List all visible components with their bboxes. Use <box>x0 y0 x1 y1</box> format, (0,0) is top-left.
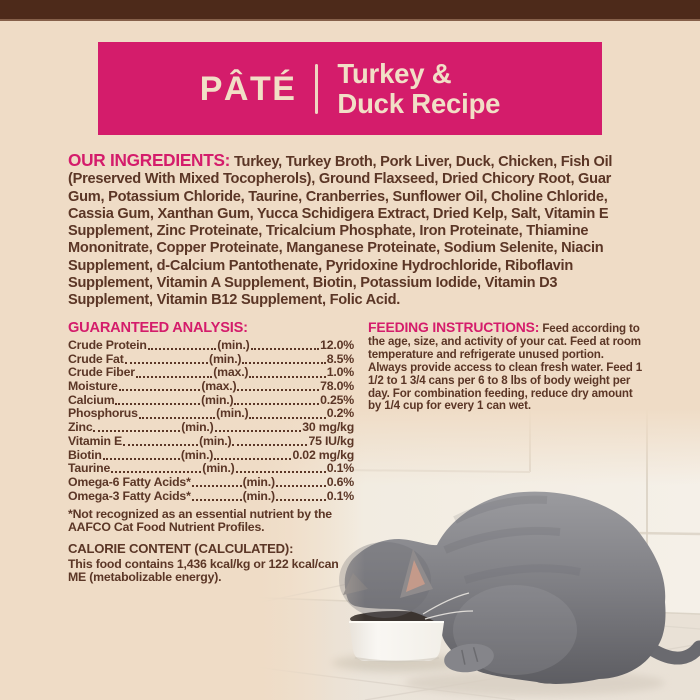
nutrient-name: Moisture <box>68 379 118 394</box>
analysis-row: Vitamin E (min.) 75 IU/kg <box>68 433 355 449</box>
nutrient-value: 8.5% <box>326 351 355 366</box>
dot-leader <box>111 471 202 474</box>
nutrient-name: Vitamin E <box>68 433 123 448</box>
cat-inner-ear <box>406 560 425 592</box>
min-max-basis: (min.) <box>201 392 234 407</box>
dot-leader <box>102 457 180 460</box>
dot-leader <box>191 485 242 488</box>
dot-leader <box>93 430 181 433</box>
nutrient-value: 12.0% <box>320 338 354 352</box>
dot-leader <box>275 485 326 488</box>
ingredients-heading: OUR INGREDIENTS: <box>68 150 231 170</box>
dot-leader <box>123 444 199 446</box>
analysis-row: Crude Fat (min.) 8.5% <box>68 351 355 367</box>
analysis-table: Crude Protein (min.) 12.0% Crude Fat (min.) 8… <box>68 338 355 504</box>
dot-leader <box>214 457 292 460</box>
nutrient-name: Crude Fat <box>68 351 124 366</box>
ingredients-section: OUR INGREDIENTS: Turkey, Turkey Broth, P… <box>68 150 640 310</box>
analysis-row: Moisture (max.) 78.0% <box>68 379 354 394</box>
analysis-row: Calcium (min.) 0.25% <box>68 392 354 408</box>
banner-divider <box>315 63 319 114</box>
dot-leader <box>249 375 326 378</box>
dot-leader <box>249 416 326 419</box>
min-max-basis: (min.) <box>181 420 214 435</box>
recipe-name: Turkey & Duck Recipe <box>337 57 501 119</box>
product-type-label: PÂTÉ <box>199 69 297 108</box>
nutrient-name: Crude Fiber <box>68 365 135 380</box>
recipe-name-line1: Turkey & <box>337 57 452 89</box>
min-max-basis: (min.) <box>209 351 242 366</box>
nutrient-value: 0.2% <box>326 406 354 421</box>
min-max-basis: (min.) <box>199 433 232 448</box>
nutrient-name: Phosphorus <box>68 406 138 421</box>
analysis-row: Crude Protein (min.) 12.0% <box>68 338 354 353</box>
dot-leader <box>242 361 326 364</box>
min-max-basis: (min.) <box>202 461 235 476</box>
nutrient-name: Crude Protein <box>68 338 147 352</box>
min-max-basis: (min.) <box>242 488 275 503</box>
min-max-basis: (min.) <box>242 474 275 489</box>
dot-leader <box>275 498 326 501</box>
guaranteed-analysis-section: GUARANTEED ANALYSIS: Crude Protein (min.)… <box>68 320 354 585</box>
nutrient-value: 0.1% <box>326 461 354 476</box>
ingredients-text: Turkey, Turkey Broth, Pork Liver, Duck, … <box>68 154 613 309</box>
nutrient-name: Taurine <box>68 461 111 476</box>
dot-leader <box>138 416 216 419</box>
min-max-basis: (min.) <box>217 338 250 352</box>
min-max-basis: (min.) <box>216 406 249 421</box>
cat-paw <box>444 643 494 673</box>
analysis-row: Phosphorus (min.) 0.2% <box>68 407 354 421</box>
guaranteed-analysis-heading: GUARANTEED ANALYSIS: <box>68 320 248 336</box>
nutrient-value: 78.0% <box>320 379 354 394</box>
nutrient-value: 0.25% <box>320 392 354 407</box>
calorie-content-text: This food contains 1,436 kcal/kg or 122 … <box>68 556 339 585</box>
food-bowl <box>349 621 444 663</box>
dot-leader <box>232 444 308 446</box>
nutrient-value: 0.1% <box>326 488 355 503</box>
nutrient-value: 0.6% <box>326 474 355 489</box>
min-max-basis: (max.) <box>201 379 237 394</box>
analysis-row: Omega-6 Fatty Acids* (min.) 0.6% <box>68 474 355 490</box>
analysis-row: Biotin (min.) 0.02 mg/kg <box>68 447 355 463</box>
dot-leader <box>214 430 302 433</box>
nutrient-name: Zinc <box>68 420 93 435</box>
dot-leader <box>235 471 326 474</box>
nutrient-name: Biotin <box>68 447 102 462</box>
dot-leader <box>250 348 320 351</box>
feeding-instructions-section: FEEDING INSTRUCTIONS: Feed according to … <box>368 319 645 413</box>
cat-whiskers <box>422 592 474 620</box>
min-max-basis: (max.) <box>213 365 249 380</box>
feeding-instructions-text: Feed according to the age, size, and act… <box>368 322 643 413</box>
min-max-basis: (min.) <box>180 447 214 462</box>
nutrient-value: 1.0% <box>326 365 355 380</box>
analysis-row: Crude Fiber (max.) 1.0% <box>68 366 354 380</box>
dot-leader <box>135 375 213 378</box>
dot-leader <box>191 498 242 501</box>
analysis-row: Omega-3 Fatty Acids* (min.) 0.1% <box>68 488 355 504</box>
nutrient-name: Calcium <box>68 392 115 407</box>
nutrient-value: 0.02 mg/kg <box>292 447 355 462</box>
nutrient-value: 75 IU/kg <box>308 433 355 448</box>
nutrient-name: Omega-3 Fatty Acids* <box>68 488 191 503</box>
nutrient-name: Omega-6 Fatty Acids* <box>68 474 191 489</box>
dot-leader <box>147 348 217 351</box>
dot-leader <box>237 389 320 392</box>
analysis-footnote: *Not recognized as an essential nutrient… <box>68 507 332 535</box>
recipe-banner: PÂTÉ Turkey & Duck Recipe <box>98 42 602 135</box>
dot-leader <box>124 361 209 364</box>
feeding-instructions-heading: FEEDING INSTRUCTIONS: <box>368 319 540 335</box>
dot-leader <box>118 389 201 392</box>
nutrient-value: 30 mg/kg <box>302 420 355 435</box>
recipe-name-line2: Duck Recipe <box>337 87 501 119</box>
dot-leader <box>115 402 201 405</box>
dot-leader <box>234 402 320 405</box>
top-brown-bar <box>0 0 700 21</box>
calorie-content-heading: CALORIE CONTENT (CALCULATED): <box>68 541 294 557</box>
analysis-row: Taurine (min.) 0.1% <box>68 461 354 476</box>
analysis-row: Zinc (min.) 30 mg/kg <box>68 420 355 435</box>
